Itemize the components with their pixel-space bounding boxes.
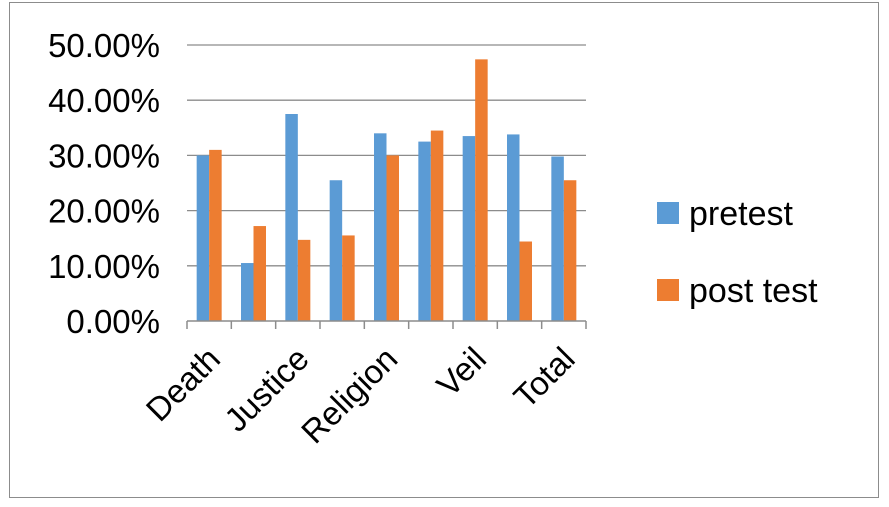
chart-area bbox=[9, 2, 879, 498]
y-tick-label: 40.00% bbox=[48, 82, 160, 119]
legend-swatch bbox=[657, 202, 679, 224]
bar-pretest bbox=[418, 141, 431, 321]
y-tick-label: 50.00% bbox=[48, 27, 160, 64]
bar-post-test bbox=[519, 241, 532, 321]
y-tick-label: 30.00% bbox=[48, 137, 160, 174]
bar-post-test bbox=[342, 235, 355, 321]
bars bbox=[196, 59, 577, 322]
bar-pretest bbox=[285, 114, 298, 321]
legend-label: post test bbox=[689, 272, 818, 310]
x-axis bbox=[186, 320, 587, 329]
bar-post-test bbox=[386, 155, 399, 321]
x-category-label: Veil bbox=[429, 340, 493, 404]
bar-pretest bbox=[551, 156, 564, 321]
bar-post-test bbox=[297, 239, 311, 321]
bar-post-test bbox=[209, 149, 222, 321]
bar-pretest bbox=[462, 136, 476, 321]
bar-pretest bbox=[196, 155, 210, 321]
bar-post-test bbox=[475, 59, 488, 322]
x-category-label: Religion bbox=[294, 340, 404, 450]
bar-pretest bbox=[241, 263, 254, 321]
legend-label: pretest bbox=[689, 195, 793, 233]
y-axis-labels: 0.00% 10.00% 20.00% 30.00% 40.00% 50.00% bbox=[48, 27, 160, 340]
bar-pretest bbox=[329, 180, 343, 321]
x-category-label: Death bbox=[139, 340, 227, 428]
bar-post-test bbox=[430, 130, 444, 321]
bar-post-test bbox=[253, 226, 266, 321]
bar-pretest bbox=[374, 133, 387, 321]
y-tick-label: 10.00% bbox=[48, 248, 160, 285]
bar-pretest bbox=[507, 134, 520, 321]
bar-post-test bbox=[563, 180, 577, 321]
x-category-label: Total bbox=[506, 340, 581, 415]
legend: pretest post test bbox=[657, 195, 818, 310]
y-tick-label: 20.00% bbox=[48, 193, 160, 230]
y-tick-label: 0.00% bbox=[66, 303, 160, 340]
legend-swatch bbox=[657, 279, 679, 301]
